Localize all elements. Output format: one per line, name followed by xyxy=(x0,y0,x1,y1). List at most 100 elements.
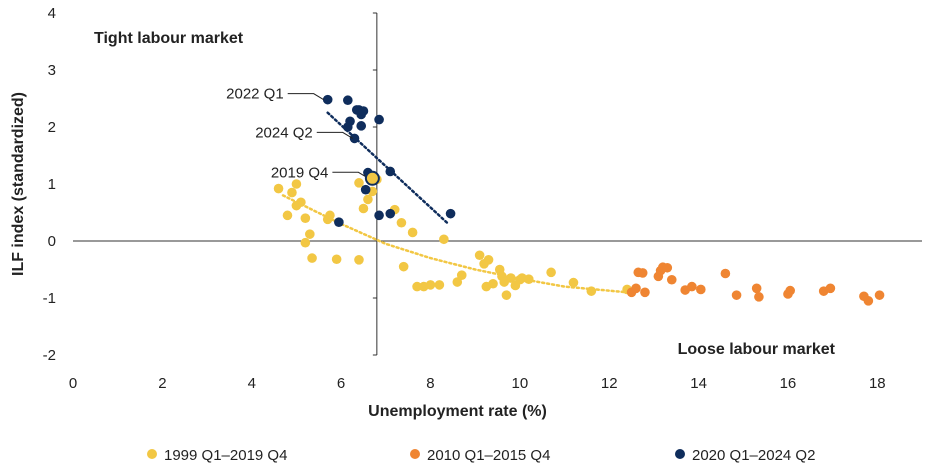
y-tick-label: 1 xyxy=(48,176,56,193)
data-point-series-0 xyxy=(287,187,297,198)
x-tick-label: 6 xyxy=(337,375,345,392)
y-tick-label: -2 xyxy=(43,347,56,364)
data-point-series-0 xyxy=(296,197,306,208)
x-ticks: 0 2 4 6 8 10 12 14 16 18 xyxy=(69,375,886,392)
data-point-series-1 xyxy=(825,283,836,294)
x-tick-label: 10 xyxy=(511,375,528,392)
legend: 1999 Q1–2019 Q4 2010 Q1–2015 Q4 2020 Q1–20… xyxy=(147,447,815,464)
data-point-series-0 xyxy=(325,210,335,221)
x-tick-label: 12 xyxy=(601,375,618,392)
data-point-series-2 xyxy=(360,184,371,195)
data-point-series-1 xyxy=(731,290,742,300)
data-point-series-1 xyxy=(637,268,648,278)
trendlines xyxy=(281,111,629,294)
region-label-tight: Tight labour market xyxy=(94,30,244,47)
annotation-leader xyxy=(316,131,354,139)
x-tick-label: 2 xyxy=(158,375,166,392)
annotation-leader xyxy=(287,93,324,101)
x-tick-label: 16 xyxy=(780,375,797,392)
data-point-series-0 xyxy=(425,280,436,290)
data-point-series-0 xyxy=(354,255,364,265)
data-point-series-0 xyxy=(568,277,579,288)
data-point-series-1 xyxy=(662,262,673,273)
data-point-series-2 xyxy=(445,208,456,219)
annotation-label: 2022 Q1 xyxy=(226,86,284,103)
data-point-series-2 xyxy=(385,166,396,177)
annotation-leader xyxy=(332,171,369,179)
data-point-series-2 xyxy=(322,94,333,105)
data-point-series-1 xyxy=(696,284,706,295)
data-point-series-1 xyxy=(754,292,764,302)
data-point-series-0 xyxy=(358,203,369,214)
data-points xyxy=(273,94,885,306)
data-point-series-0 xyxy=(363,194,373,205)
y-tick-label: 3 xyxy=(48,62,56,79)
data-point-series-0 xyxy=(307,253,317,263)
region-label-loose: Loose labour market xyxy=(678,341,836,358)
data-point-series-2 xyxy=(343,95,353,106)
data-point-series-0 xyxy=(273,183,284,194)
x-tick-label: 8 xyxy=(426,375,434,392)
data-point-series-2 xyxy=(334,217,344,227)
x-tick-label: 4 xyxy=(248,375,256,392)
highlight-point xyxy=(364,170,380,186)
data-point-series-0 xyxy=(434,280,445,290)
data-point-series-0 xyxy=(483,255,494,265)
legend-item-2: 2020 Q1–2024 Q2 xyxy=(675,447,815,464)
data-point-series-0 xyxy=(396,217,407,228)
data-point-series-0 xyxy=(456,270,467,281)
x-axis-title: Unemployment rate (%) xyxy=(368,403,547,420)
data-point-series-1 xyxy=(874,290,885,300)
trendline-series-0 xyxy=(281,194,629,294)
data-point-series-0 xyxy=(546,267,556,278)
legend-swatch xyxy=(675,449,685,459)
data-point-series-0 xyxy=(412,281,422,292)
data-point-series-0 xyxy=(398,261,409,272)
data-point-series-2 xyxy=(358,106,369,116)
data-point-series-1 xyxy=(640,287,650,298)
legend-swatch xyxy=(410,449,420,459)
data-point-series-0 xyxy=(586,286,597,296)
data-point-series-0 xyxy=(523,274,534,284)
annotation-label: 2019 Q4 xyxy=(271,164,329,181)
data-point-series-0 xyxy=(452,277,463,287)
data-point-series-0 xyxy=(305,229,315,239)
data-point-series-0 xyxy=(291,179,302,189)
y-axis-title: ILF index (standardized) xyxy=(10,92,27,276)
data-point-series-0 xyxy=(439,234,449,245)
data-point-series-0 xyxy=(474,250,485,261)
data-point-series-1 xyxy=(720,268,731,279)
data-point-series-0 xyxy=(506,273,516,283)
legend-label: 1999 Q1–2019 Q4 xyxy=(164,447,287,464)
data-point-series-0 xyxy=(300,213,311,223)
x-tick-label: 18 xyxy=(869,375,886,392)
data-point-series-0 xyxy=(488,278,498,289)
data-point-series-2 xyxy=(374,210,384,221)
data-point-series-2 xyxy=(385,208,396,219)
data-point-series-0 xyxy=(501,290,512,300)
y-tick-label: 4 xyxy=(48,5,56,22)
data-point-series-2 xyxy=(356,121,367,131)
legend-swatch xyxy=(147,449,157,459)
y-tick-label: 0 xyxy=(48,233,56,250)
data-point-series-1 xyxy=(666,274,677,285)
data-point-series-2 xyxy=(349,133,360,144)
legend-item-1: 2010 Q1–2015 Q4 xyxy=(410,447,550,464)
data-point-series-2 xyxy=(374,114,384,125)
annotation-label: 2024 Q2 xyxy=(255,124,313,141)
legend-item-0: 1999 Q1–2019 Q4 xyxy=(147,447,287,464)
legend-label: 2020 Q1–2024 Q2 xyxy=(692,447,815,464)
data-point-series-1 xyxy=(863,296,874,306)
data-point-series-0 xyxy=(300,237,311,248)
y-ticks: -2 -1 0 1 2 3 4 xyxy=(43,5,377,364)
x-tick-label: 0 xyxy=(69,375,77,392)
annotations: 2022 Q1 2024 Q2 2019 Q4 xyxy=(226,86,380,186)
x-tick-label: 14 xyxy=(690,375,707,392)
y-tick-label: -1 xyxy=(43,290,56,307)
data-point-series-1 xyxy=(631,283,641,294)
data-point-series-2 xyxy=(343,122,353,132)
data-point-series-1 xyxy=(751,283,762,294)
data-point-series-0 xyxy=(407,227,418,238)
